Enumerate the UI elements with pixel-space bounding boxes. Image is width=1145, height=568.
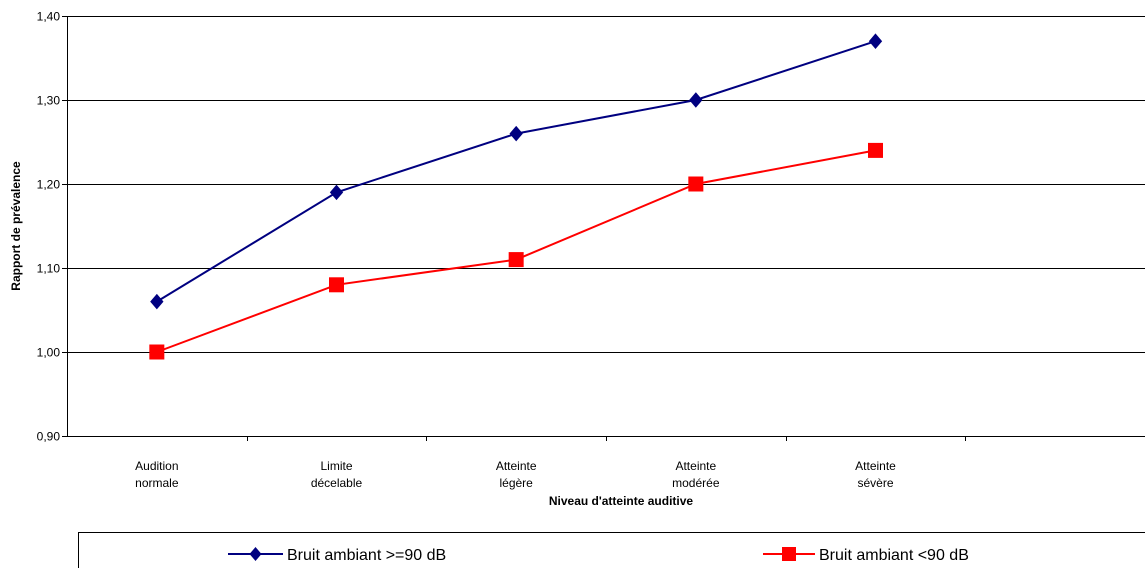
axes (62, 16, 1145, 441)
series-group (149, 33, 883, 360)
y-axis-title: Rapport de prévalence (9, 161, 23, 291)
y-tick-label: 0,90 (37, 430, 61, 444)
data-point-square (688, 176, 704, 192)
legend-box (78, 532, 1145, 568)
x-tick-label: Limite (320, 459, 352, 473)
series-line (156, 149, 876, 353)
data-point-diamond (868, 33, 883, 49)
x-tick-labels: Audition normale Limite décelable Atteinte lé… (135, 459, 896, 490)
legend: Bruit ambiant >=90 dB Bruit ambiant <90 d… (78, 532, 1145, 568)
data-point-square (149, 344, 165, 360)
legend-label: Bruit ambiant >=90 dB (287, 547, 446, 564)
x-axis-title: Niveau d'atteinte auditive (549, 494, 694, 508)
data-point-diamond (329, 184, 344, 201)
grid-lines (67, 16, 1145, 353)
x-tick-label: normale (135, 476, 179, 490)
x-tick-label: Audition (135, 459, 178, 473)
x-tick-label: sévère (857, 476, 893, 490)
x-tick-label: Atteinte (496, 459, 537, 473)
data-point-diamond (689, 92, 703, 108)
y-tick-label: 1,00 (37, 346, 61, 360)
x-tick-label: légère (499, 476, 533, 490)
data-point-diamond (509, 125, 523, 142)
y-tick-label: 1,20 (37, 178, 61, 192)
data-point-diamond (150, 293, 164, 310)
x-tick-label: Atteinte (855, 459, 896, 473)
x-tick-label: modérée (672, 476, 720, 490)
y-tick-label: 1,10 (37, 262, 61, 276)
legend-marker-square (782, 547, 796, 561)
legend-marker-diamond (249, 547, 262, 561)
x-tick-label: Atteinte (675, 459, 716, 473)
y-tick-label: 1,30 (37, 94, 61, 108)
x-tick-label: décelable (311, 476, 363, 490)
data-point-square (329, 277, 344, 293)
y-tick-labels: 0,90 1,00 1,10 1,20 1,30 1,40 (37, 10, 61, 444)
data-point-square (508, 252, 524, 268)
y-tick-label: 1,40 (37, 10, 61, 24)
legend-label: Bruit ambiant <90 dB (819, 547, 969, 564)
data-point-square (868, 142, 883, 158)
